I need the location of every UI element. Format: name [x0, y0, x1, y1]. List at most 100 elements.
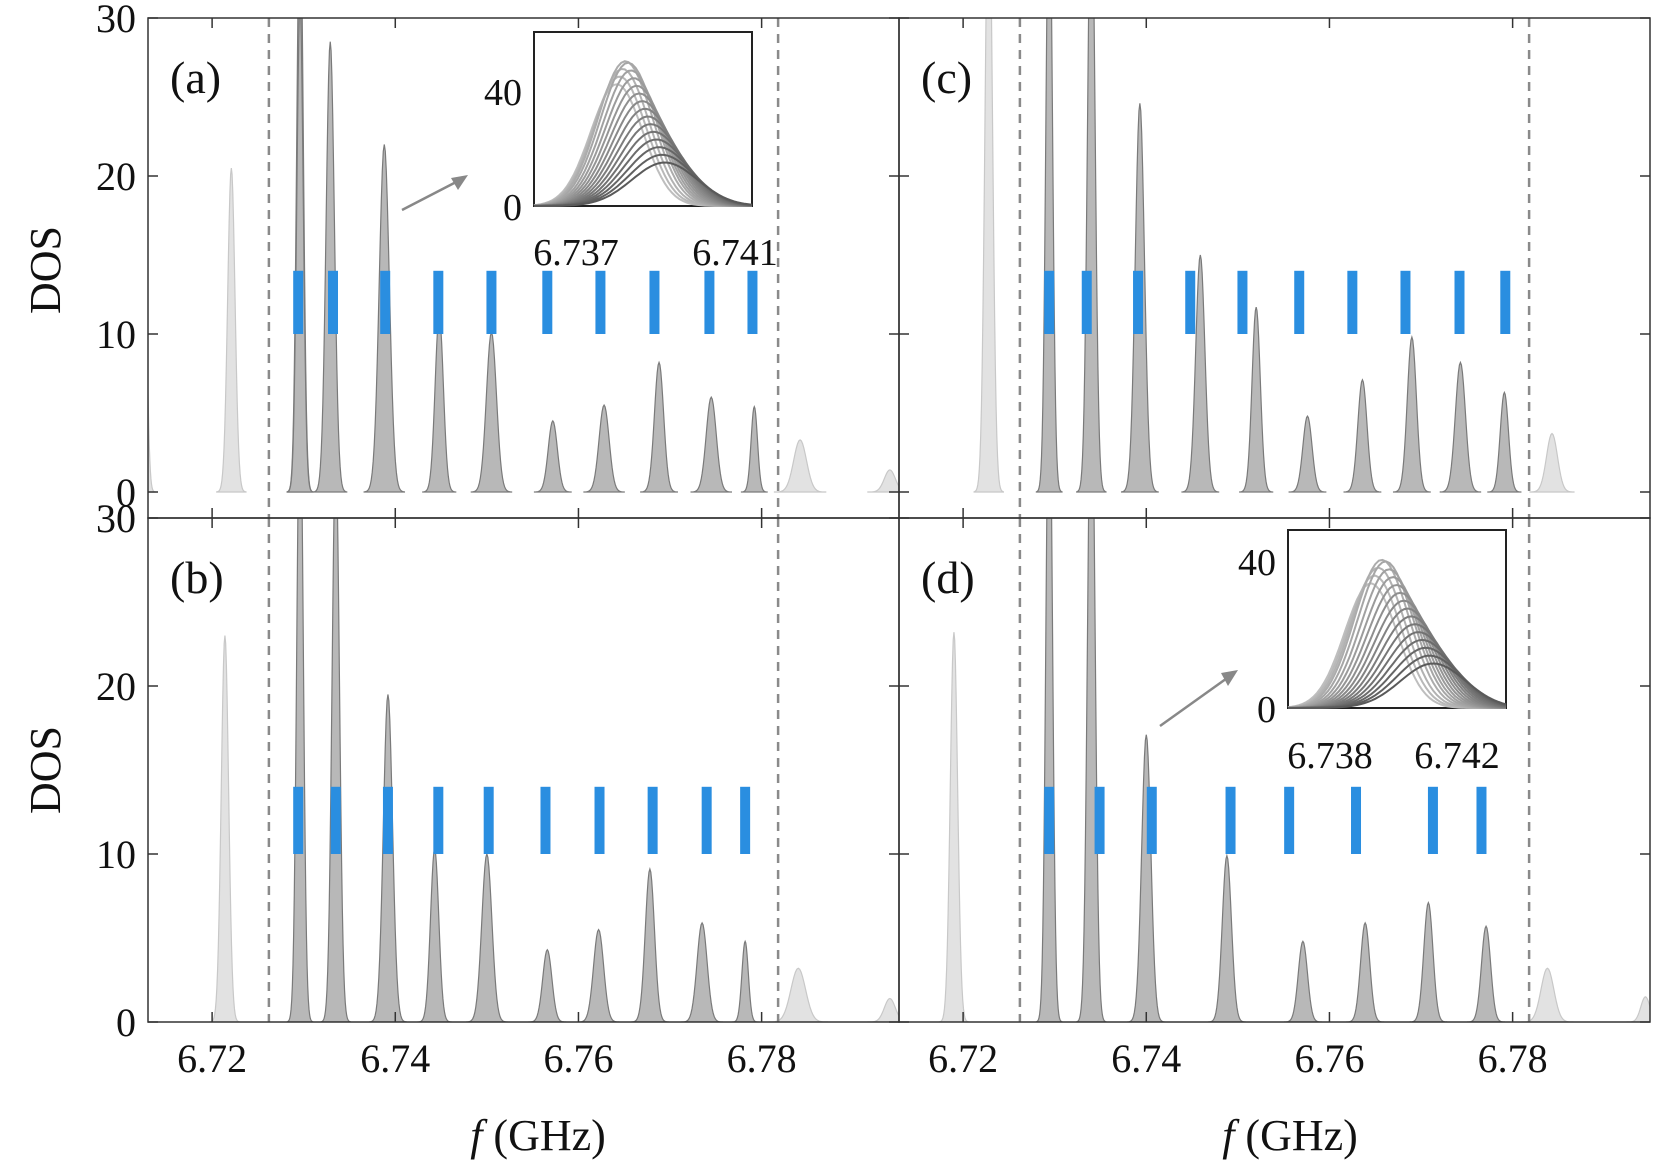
dos-peak-b-11	[769, 968, 828, 1022]
eigenfrequency-marker-4	[486, 271, 496, 334]
eigenfrequency-marker-7	[1476, 787, 1486, 854]
dos-peak-d-9	[1522, 968, 1573, 1022]
eigenfrequency-marker-8	[702, 787, 712, 854]
ylabel-top: DOS	[21, 226, 70, 314]
inset-a-arrow	[402, 180, 460, 210]
eigenfrequency-marker-7	[649, 271, 659, 334]
eigenfrequency-marker-2	[380, 271, 390, 334]
dos-peak-c-7	[1344, 380, 1381, 492]
eigenfrequency-marker-7	[648, 787, 658, 854]
eigenfrequency-marker-5	[1294, 271, 1304, 334]
ytick-label: 10	[96, 832, 136, 877]
dos-peak-c-9	[1440, 362, 1480, 492]
eigenfrequency-marker-3	[1185, 271, 1195, 334]
panel-label-d: (d)	[921, 552, 975, 603]
dos-peak-d-4	[1209, 856, 1246, 1022]
panel-b-frame	[148, 518, 899, 1022]
panel-c-frame	[899, 18, 1650, 518]
dos-peak-b-6	[529, 950, 566, 1022]
dos-peak-a-6	[423, 315, 456, 492]
dos-peak-c-10	[1488, 392, 1521, 492]
ytick-30-mid: 30	[96, 496, 136, 541]
ylabel-bottom: DOS	[21, 726, 70, 814]
panel-d-frame	[899, 518, 1650, 1022]
dos-peak-a-8	[534, 421, 571, 492]
dos-peak-d-8	[1468, 926, 1505, 1022]
eigenfrequency-marker-1	[331, 787, 341, 854]
inset-d: 40 0 6.738 6.742	[1160, 530, 1506, 777]
dos-peak-b-12	[868, 998, 912, 1022]
ytick-label: 20	[96, 664, 136, 709]
xtick-label: 6.72	[177, 1036, 247, 1081]
eigenfrequency-marker-4	[484, 787, 494, 854]
eigenfrequency-marker-6	[595, 271, 605, 334]
dos-peak-a-4	[314, 42, 347, 492]
dos-peak-b-10	[732, 941, 758, 1022]
dos-peak-b-9	[682, 923, 722, 1022]
dos-peak-b-5	[467, 854, 507, 1022]
eigenfrequency-marker-1	[1095, 787, 1105, 854]
inset-d-ytick-40: 40	[1238, 542, 1276, 584]
dos-peak-d-3	[1128, 735, 1165, 1022]
eigenfrequency-marker-8	[704, 271, 714, 334]
eigenfrequency-marker-8	[1455, 271, 1465, 334]
eigenfrequency-marker-7	[1400, 271, 1410, 334]
dos-peak-b-7	[578, 930, 618, 1022]
ytick-label: 20	[96, 154, 136, 199]
eigenfrequency-marker-4	[1237, 271, 1247, 334]
dos-peak-c-0	[974, 0, 1003, 492]
dos-peak-c-11	[1530, 434, 1574, 492]
xlabel-right: f (GHz)	[1222, 1111, 1358, 1160]
inset-d-arrowhead	[1221, 670, 1238, 686]
dos-peak-a-7	[471, 332, 511, 492]
dos-peak-a-9	[584, 405, 624, 492]
dos-peak-b-4	[418, 849, 451, 1022]
eigenfrequency-marker-9	[740, 787, 750, 854]
panel-label-b: (b)	[170, 552, 224, 603]
inset-a-xtick-1: 6.737	[533, 232, 619, 274]
eigenfrequency-marker-9	[1500, 271, 1510, 334]
dos-peak-c-1	[1036, 0, 1062, 492]
dos-peak-b-0	[210, 636, 239, 1022]
eigenfrequency-marker-0	[1044, 271, 1054, 334]
eigenfrequency-marker-6	[1428, 787, 1438, 854]
xtick-label: 6.72	[928, 1036, 998, 1081]
xtick-label: 6.76	[543, 1036, 613, 1081]
panel-label-a: (a)	[170, 52, 221, 103]
dos-peak-d-5	[1285, 941, 1322, 1022]
ytick-label: 0	[116, 1000, 136, 1045]
eigenfrequency-marker-1	[1082, 271, 1092, 334]
dos-peak-a-12	[741, 407, 767, 492]
eigenfrequency-marker-3	[433, 787, 443, 854]
xtick-label: 6.74	[1111, 1036, 1181, 1081]
eigenfrequency-marker-4	[1284, 787, 1294, 854]
eigenfrequency-marker-0	[293, 787, 303, 854]
panel-a	[133, 0, 911, 518]
inset-d-ytick-0: 0	[1257, 689, 1276, 731]
eigenfrequency-marker-0	[293, 271, 303, 334]
figure: 010206.72 6.74 6.76 6.78010206.72 6.74 6.76 6.…	[0, 0, 1661, 1163]
dos-peak-d-6	[1347, 923, 1384, 1022]
panel-a-frame	[148, 18, 899, 518]
xtick-label: 6.76	[1294, 1036, 1364, 1081]
inset-d-xtick-2: 6.742	[1414, 735, 1500, 777]
dos-peak-a-1	[217, 168, 246, 492]
dos-peak-b-8	[632, 869, 669, 1022]
eigenfrequency-marker-3	[1226, 787, 1236, 854]
eigenfrequency-marker-9	[747, 271, 757, 334]
xtick-label: 6.74	[360, 1036, 430, 1081]
xlabel-left: f (GHz)	[470, 1111, 606, 1160]
dos-peak-c-8	[1394, 337, 1431, 492]
eigenfrequency-marker-3	[433, 271, 443, 334]
ytick-label: 10	[96, 312, 136, 357]
dos-peak-d-0	[939, 632, 968, 1022]
eigenfrequency-marker-0	[1044, 787, 1054, 854]
dos-peak-a-13	[774, 440, 825, 492]
dos-peak-a-3	[287, 2, 313, 492]
eigenfrequency-marker-2	[383, 787, 393, 854]
dos-peak-c-6	[1289, 416, 1326, 492]
eigenfrequency-marker-6	[1347, 271, 1357, 334]
dos-peak-c-2	[1077, 0, 1106, 492]
dos-peak-a-10	[641, 362, 678, 492]
dos-peak-c-5	[1240, 307, 1273, 492]
